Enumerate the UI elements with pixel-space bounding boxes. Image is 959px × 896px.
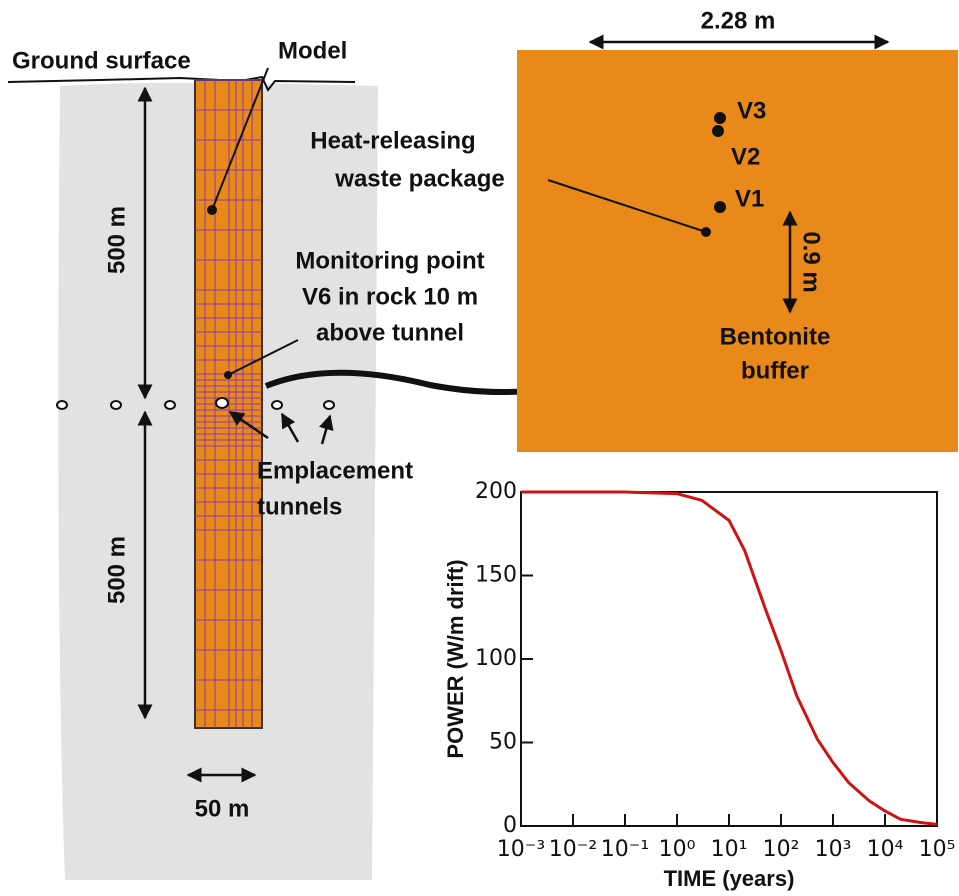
dot	[714, 112, 726, 124]
tunnels-label: Emplacement	[257, 457, 413, 484]
leader	[227, 339, 299, 376]
x-tick-label: 10⁰	[659, 837, 696, 862]
point-label: V1	[735, 185, 764, 212]
inset-mesh	[517, 50, 958, 452]
ground-label: Ground surface	[12, 47, 191, 74]
thickness-label: 0.9 m	[798, 231, 825, 292]
dot	[207, 205, 217, 215]
model-label: Model	[278, 37, 347, 64]
dot	[701, 227, 711, 237]
dot	[224, 371, 232, 379]
point-label: V3	[737, 97, 766, 124]
x-tick-label: 10²	[763, 837, 800, 862]
y-tick-label: 50	[489, 730, 517, 755]
leader	[211, 67, 269, 211]
dot	[712, 125, 724, 137]
point-label: V2	[731, 143, 760, 170]
leader	[547, 179, 707, 233]
x-tick-label: 10⁻³	[497, 837, 545, 862]
depth-label: 500 m	[103, 536, 130, 604]
plot-frame	[520, 491, 938, 827]
package-label: waste package	[334, 165, 504, 192]
power-line	[521, 490, 938, 826]
power-chart: 0 50 100 150 200 10⁻³ 10⁻² 10⁻¹ 10⁰ 10¹ 10² 10³ 10⁴ 1…	[443, 479, 956, 891]
x-tick-label: 10⁻¹	[601, 837, 649, 862]
x-tick-label: 10⁻²	[549, 837, 597, 862]
dot	[714, 201, 726, 213]
monitoring-label: V6 in rock 10 m	[302, 283, 478, 310]
width-label: 50 m	[195, 795, 250, 822]
package-label: Heat-releasing	[310, 127, 475, 154]
y-tick-label: 200	[475, 479, 517, 504]
arrow	[319, 414, 334, 445]
x-tick-label: 10⁵	[919, 837, 956, 862]
monitoring-label: above tunnel	[316, 319, 464, 346]
depth-label: 500 m	[103, 206, 130, 274]
monitoring-label: Monitoring point	[295, 247, 484, 274]
buffer-label: buffer	[741, 357, 809, 384]
arrow	[280, 412, 300, 443]
arrow	[228, 410, 269, 440]
y-tick-label: 100	[475, 646, 517, 671]
y-tick-label: 150	[475, 563, 517, 588]
y-axis-label: POWER (W/m drift)	[443, 559, 468, 758]
buffer-label: Bentonite	[720, 323, 831, 350]
y-tick-label: 0	[503, 813, 517, 838]
x-axis-label: TIME (years)	[664, 866, 795, 891]
x-tick-label: 10⁴	[867, 837, 904, 862]
tunnels	[56, 397, 335, 410]
x-tick-label: 10¹	[711, 837, 748, 862]
tunnels-label: tunnels	[257, 493, 342, 520]
x-tick-label: 10³	[815, 837, 852, 862]
domain-width-label: 2.28 m	[701, 7, 776, 34]
